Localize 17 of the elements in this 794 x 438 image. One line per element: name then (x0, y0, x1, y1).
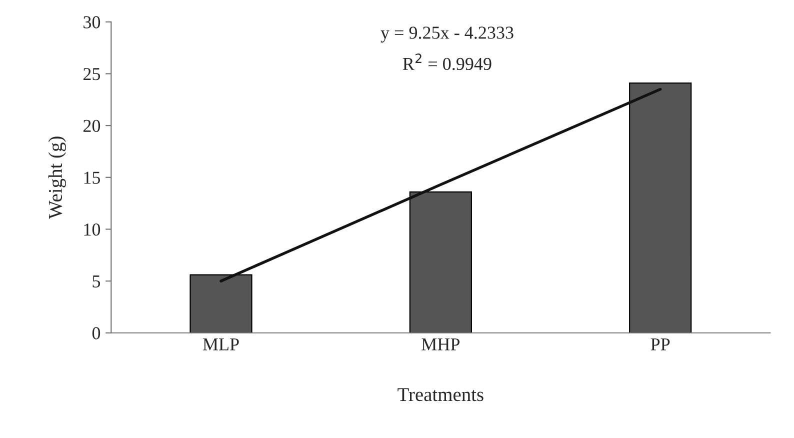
y-tick-label: 30 (84, 16, 100, 28)
y-tick-label: 10 (84, 223, 100, 236)
y-tick-label: 5 (92, 275, 100, 288)
y-tick-label: 15 (84, 172, 100, 184)
bar (190, 274, 252, 333)
y-tick-label: 20 (83, 120, 100, 132)
x-axis-title: Treatments (398, 388, 484, 402)
annotation: R$^{2}$ = 0.9949 (402, 54, 492, 70)
x-tick-label: MLP (202, 338, 239, 350)
bar (629, 82, 692, 333)
y-axis-title: Weight (g) (48, 136, 66, 219)
y-tick-label: 0 (92, 327, 100, 340)
annotation: y = 9.25x - 4.2333 (380, 26, 514, 43)
x-tick-label: MHP (422, 338, 460, 350)
x-tick-label: PP (650, 338, 670, 350)
y-tick-label: 25 (83, 68, 100, 80)
bar (409, 191, 472, 333)
